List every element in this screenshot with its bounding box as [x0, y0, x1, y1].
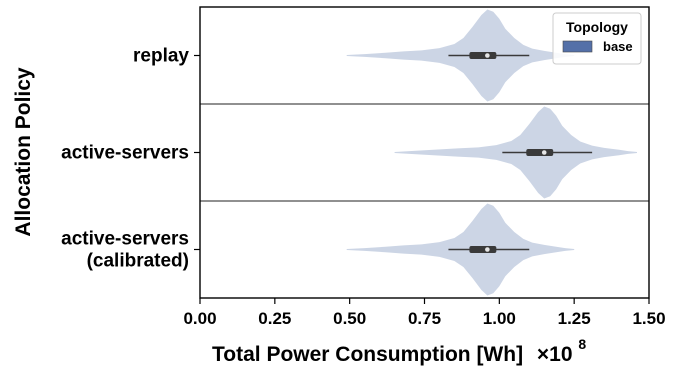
y-axis-title: Allocation Policy [12, 67, 35, 237]
iqr-box-active-servers [526, 149, 554, 156]
median-marker-replay [485, 53, 490, 58]
x-tick-label: 0.25 [258, 309, 291, 328]
boxplots-layer [448, 52, 593, 253]
x-tick-label: 1.50 [632, 309, 665, 328]
median-marker-active-servers [541, 150, 547, 155]
x-axis-ticks: 0.00 0.25 0.50 0.75 1.00 1.25 1.50 [183, 298, 666, 328]
x-tick-label: 0.75 [408, 309, 441, 328]
x-axis-title: Total Power Consumption [Wh] ×10 8 [212, 336, 586, 366]
category-dividers [200, 103, 649, 202]
y-category-label: active-servers [61, 143, 189, 164]
iqr-box-replay [469, 52, 497, 59]
legend: Topology base [552, 12, 642, 65]
x-tick-label: 1.25 [558, 309, 591, 328]
y-category-label: active-servers [61, 229, 189, 250]
x-tick-label: 0.50 [333, 309, 366, 328]
legend-label-base: base [603, 39, 633, 54]
iqr-box-active-servers-calibrated [469, 246, 497, 253]
x-tick-label: 0.00 [183, 309, 216, 328]
y-category-label: replay [133, 46, 189, 67]
y-category-label: (calibrated) [87, 251, 189, 272]
y-axis-ticks: replayactive-serversactive-servers(calib… [61, 46, 200, 272]
x-tick-label: 1.00 [483, 309, 516, 328]
legend-title: Topology [566, 19, 628, 35]
median-marker-active-servers-calibrated [485, 247, 490, 252]
legend-swatch-base [562, 40, 593, 53]
